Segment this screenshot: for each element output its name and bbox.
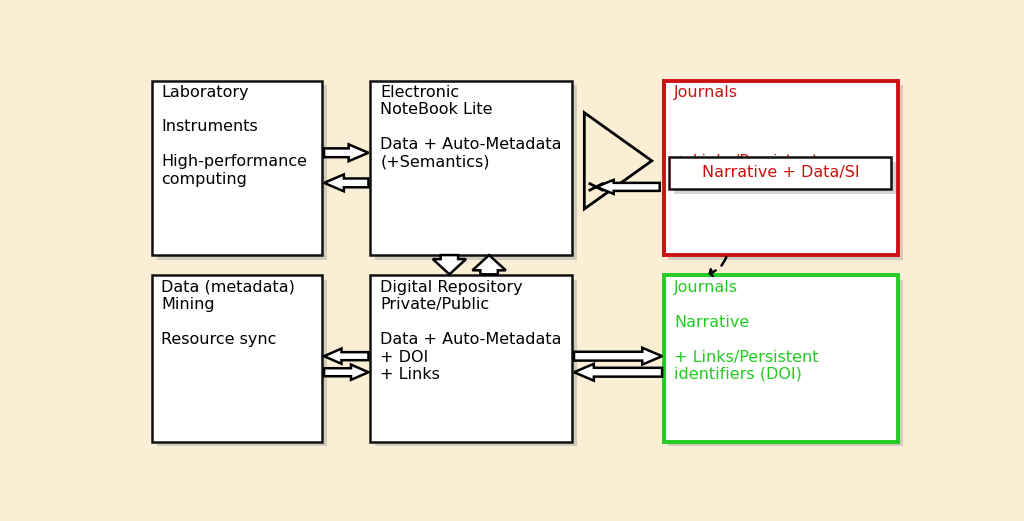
Bar xyxy=(664,81,898,255)
Polygon shape xyxy=(324,365,369,380)
Bar xyxy=(669,280,902,446)
Text: Electronic
NoteBook Lite

Data + Auto-Metadata
(+Semantics): Electronic NoteBook Lite Data + Auto-Met… xyxy=(380,84,562,169)
Text: Narrative + Data/SI: Narrative + Data/SI xyxy=(701,165,859,180)
Polygon shape xyxy=(324,144,369,161)
Bar xyxy=(674,162,896,194)
Polygon shape xyxy=(574,364,663,381)
Text: Laboratory

Instruments

High-performance
computing: Laboratory Instruments High-performance … xyxy=(162,84,307,187)
Bar xyxy=(370,81,572,255)
Bar xyxy=(375,85,578,260)
Text: Data (metadata)
Mining

Resource sync: Data (metadata) Mining Resource sync xyxy=(162,280,295,347)
Polygon shape xyxy=(324,349,369,364)
Text: Journals



+ Links/Persistent
identifiers (DOI): Journals + Links/Persistent identifiers … xyxy=(674,84,818,187)
Text: Journals

Narrative

+ Links/Persistent
identifiers (DOI): Journals Narrative + Links/Persistent id… xyxy=(674,280,818,382)
Bar xyxy=(669,85,902,260)
Polygon shape xyxy=(324,175,369,191)
Bar xyxy=(157,280,328,446)
Bar xyxy=(664,275,898,442)
Text: Digital Repository
Private/Public

Data + Auto-Metadata
+ DOI
+ Links: Digital Repository Private/Public Data +… xyxy=(380,280,562,382)
Bar xyxy=(152,275,323,442)
Polygon shape xyxy=(433,255,466,275)
Polygon shape xyxy=(574,348,663,365)
Bar xyxy=(375,280,578,446)
Bar xyxy=(370,275,572,442)
Bar xyxy=(670,157,892,189)
Bar xyxy=(157,85,328,260)
Bar xyxy=(152,81,323,255)
Polygon shape xyxy=(472,255,506,275)
Polygon shape xyxy=(596,180,659,194)
